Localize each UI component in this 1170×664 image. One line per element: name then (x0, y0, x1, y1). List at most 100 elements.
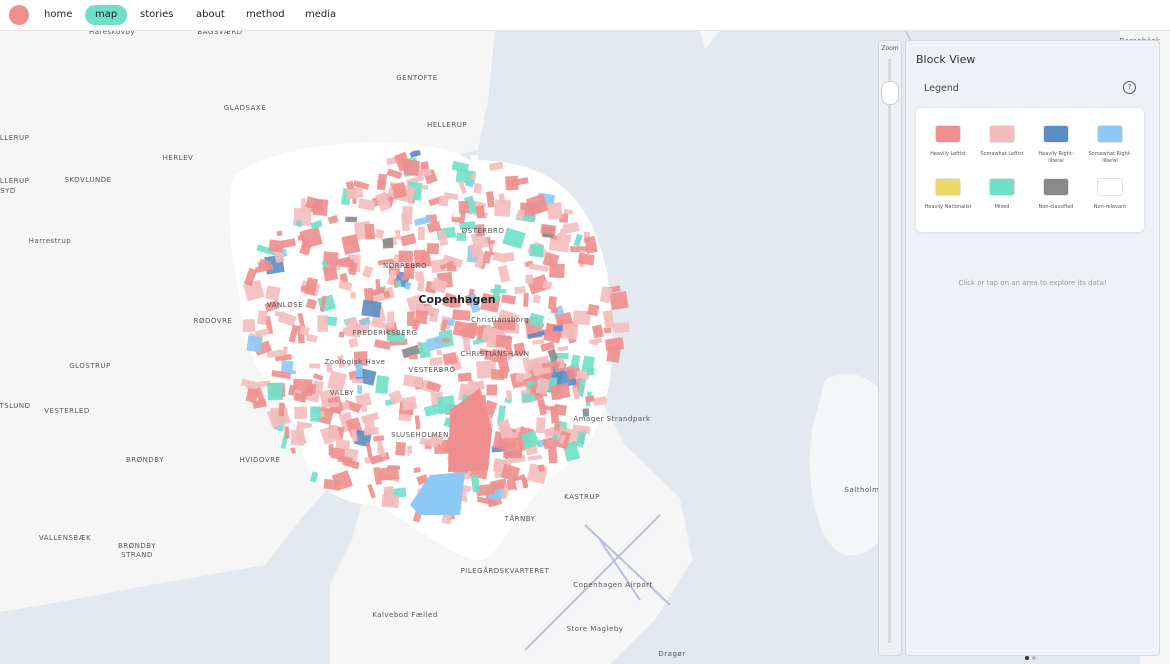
district (442, 351, 458, 366)
district (526, 200, 538, 210)
district (482, 250, 492, 264)
district (297, 235, 305, 241)
district (322, 264, 339, 282)
district (310, 471, 319, 483)
district (266, 349, 285, 359)
district (502, 227, 526, 250)
district (265, 285, 281, 301)
district (276, 230, 283, 236)
legend-item: Non-relevant (1085, 178, 1135, 211)
district (528, 263, 549, 272)
legend: Heavily Leftist Somewhat Leftist Heavily R… (916, 108, 1144, 232)
district (345, 216, 357, 223)
district (602, 309, 615, 329)
district (562, 221, 580, 234)
hint: Click or tap on an area to explore its d… (958, 279, 1107, 287)
district (338, 331, 345, 338)
district (573, 310, 591, 325)
district (386, 331, 406, 344)
map-label: Christiansborg (471, 316, 529, 324)
nav-item[interactable]: map (85, 5, 128, 25)
district (402, 374, 424, 389)
district (440, 319, 449, 332)
district (327, 214, 339, 225)
map-label: RØDOVRE (194, 317, 233, 325)
district (388, 389, 404, 405)
district (306, 333, 318, 343)
map-label: SLUSEHOLMEN (391, 431, 449, 439)
district (415, 271, 425, 281)
legend-label: Heavily Leftist (930, 151, 966, 157)
district (322, 251, 339, 267)
district (413, 215, 432, 227)
nav-item[interactable]: about (196, 9, 225, 20)
district (506, 390, 513, 401)
district (529, 243, 545, 258)
district (582, 408, 590, 417)
nav-item[interactable]: method (246, 9, 285, 20)
district (429, 357, 443, 366)
district (382, 290, 391, 299)
pager-dot[interactable] (1032, 656, 1036, 660)
district (357, 385, 363, 395)
district (602, 268, 608, 275)
district (402, 206, 413, 225)
district (425, 335, 445, 352)
district (326, 362, 333, 373)
help-button[interactable]: ? (1123, 81, 1136, 94)
district (401, 344, 423, 359)
district (570, 354, 581, 369)
district (505, 349, 513, 361)
map-label: Amager Strandpark (573, 415, 651, 423)
district (528, 312, 545, 328)
district (544, 428, 555, 437)
district (303, 426, 316, 442)
legend-item: Heavily Right-liberal (1031, 125, 1081, 165)
district (515, 372, 525, 383)
nav-item[interactable]: media (305, 9, 337, 20)
map-label: VALBY (330, 389, 354, 397)
map-label: Store Magleby (567, 625, 624, 633)
district (492, 243, 506, 255)
district (350, 428, 359, 442)
district (417, 278, 425, 292)
district (400, 233, 417, 247)
legend-label: Heavily Nationalist (924, 204, 972, 210)
map-label: ALLERUP (0, 177, 29, 185)
pager-dot[interactable] (1025, 656, 1029, 660)
nav-item[interactable]: home (44, 9, 73, 20)
legend-swatch (935, 125, 961, 143)
district (470, 474, 481, 493)
nav-item[interactable]: stories (140, 9, 174, 20)
district (604, 337, 625, 352)
district (380, 226, 397, 240)
district (414, 415, 421, 430)
district (573, 233, 583, 247)
map-label: Zoologisk Have (325, 358, 386, 366)
district (365, 442, 373, 458)
district (475, 483, 496, 497)
district (312, 373, 324, 381)
district (535, 377, 551, 396)
zoom-knob[interactable] (881, 81, 899, 105)
district (560, 322, 579, 340)
legend-label: Heavily Right-liberal (1038, 151, 1074, 164)
district (540, 341, 556, 352)
district (305, 298, 318, 310)
district (547, 445, 558, 464)
district (294, 406, 308, 420)
district (466, 490, 478, 504)
map-label: Copenhagen Airport (573, 581, 652, 589)
district (362, 265, 374, 278)
map-label: SYD (0, 187, 16, 195)
map-label: Dragør (658, 650, 685, 658)
zoom-control[interactable]: Zoom (878, 40, 902, 656)
district (264, 315, 274, 335)
district (486, 384, 498, 396)
logo[interactable] (9, 5, 29, 25)
legend-swatch (935, 178, 961, 196)
district (527, 454, 542, 461)
district (456, 232, 467, 241)
district (310, 219, 323, 230)
